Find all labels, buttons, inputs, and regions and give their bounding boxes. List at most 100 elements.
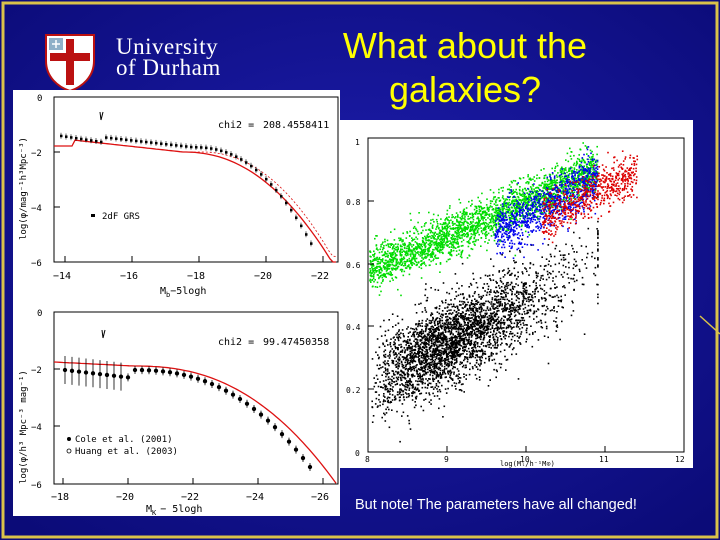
scatter-point bbox=[463, 350, 465, 353]
scatter-point bbox=[568, 182, 571, 184]
scatter-point bbox=[489, 322, 492, 325]
scatter-point bbox=[473, 329, 476, 332]
scatter-point bbox=[439, 317, 441, 320]
scatter-point bbox=[593, 192, 595, 194]
scatter-point bbox=[445, 392, 448, 394]
scatter-point bbox=[412, 227, 415, 229]
scatter-point bbox=[495, 228, 498, 230]
scatter-point bbox=[446, 245, 449, 247]
scatter-point bbox=[500, 286, 503, 288]
scatter-point bbox=[475, 366, 478, 368]
scatter-point bbox=[384, 400, 387, 402]
scatter-point bbox=[536, 174, 538, 176]
scatter-point bbox=[580, 160, 582, 163]
scatter-point bbox=[517, 213, 519, 216]
scatter-point bbox=[488, 335, 490, 338]
scatter-point bbox=[478, 296, 480, 298]
data-point bbox=[251, 406, 257, 412]
scatter-point bbox=[454, 306, 457, 308]
scatter-point bbox=[467, 245, 470, 248]
scatter-point bbox=[499, 212, 501, 214]
scatter-point bbox=[383, 245, 385, 247]
scatter-point bbox=[386, 239, 389, 242]
scatter-point bbox=[439, 240, 442, 243]
scatter-point bbox=[553, 310, 556, 312]
scatter-point bbox=[444, 335, 446, 337]
scatter-point bbox=[456, 242, 459, 245]
scatter-point bbox=[469, 327, 472, 329]
scatter-point bbox=[384, 330, 387, 333]
scatter-point bbox=[496, 310, 498, 313]
scatter-point bbox=[503, 207, 506, 210]
scatter-point bbox=[401, 270, 403, 273]
scatter-point bbox=[570, 177, 573, 180]
scatter-point bbox=[471, 366, 474, 368]
scatter-point bbox=[407, 265, 410, 268]
scatter-point bbox=[548, 260, 550, 262]
data-point bbox=[293, 447, 299, 452]
scatter-point bbox=[508, 214, 510, 217]
scatter-point bbox=[396, 259, 398, 262]
scatter-point bbox=[492, 208, 495, 210]
scatter-point bbox=[443, 233, 446, 235]
scatter-point bbox=[447, 244, 449, 246]
scatter-point bbox=[458, 222, 460, 224]
scatter-point bbox=[559, 178, 562, 180]
scatter-point bbox=[488, 319, 490, 321]
scatter-point bbox=[379, 265, 381, 268]
scatter-point bbox=[434, 254, 437, 257]
scatter-point bbox=[429, 361, 432, 364]
scatter-point bbox=[415, 264, 418, 266]
scatter-point bbox=[396, 371, 399, 374]
scatter-point bbox=[450, 371, 453, 373]
scatter-point bbox=[537, 215, 539, 218]
scatter-point bbox=[439, 364, 442, 366]
scatter-point bbox=[451, 342, 453, 344]
scatter-point bbox=[390, 345, 392, 348]
scatter-point bbox=[433, 244, 436, 246]
scatter-point bbox=[502, 315, 505, 318]
scatter-point bbox=[427, 243, 430, 246]
scatter-point bbox=[402, 240, 404, 242]
scatter-point bbox=[562, 172, 564, 175]
scatter-point bbox=[457, 234, 459, 237]
scatter-point bbox=[519, 194, 522, 196]
scatter-point bbox=[457, 375, 459, 378]
scatter-point bbox=[466, 298, 468, 301]
scatter-point bbox=[419, 372, 421, 375]
scatter-point bbox=[411, 375, 413, 378]
scatter-point bbox=[415, 229, 418, 231]
scatter-point bbox=[498, 191, 500, 194]
scatter-point bbox=[516, 210, 518, 212]
scatter-point bbox=[438, 227, 440, 229]
scatter-point bbox=[556, 162, 558, 165]
scatter-point bbox=[461, 215, 463, 218]
scatter-point bbox=[501, 196, 504, 199]
scatter-point bbox=[439, 319, 442, 322]
scatter-point bbox=[437, 380, 439, 383]
legend-2dfgrs: 2dF GRS bbox=[102, 212, 140, 222]
scatter-point bbox=[589, 162, 592, 164]
scatter-point bbox=[563, 168, 565, 170]
scatter-point bbox=[567, 160, 570, 163]
scatter-point bbox=[399, 253, 402, 256]
legend-marker bbox=[91, 214, 95, 217]
scatter-point bbox=[482, 217, 485, 219]
scatter-point bbox=[370, 261, 372, 263]
scatter-point bbox=[505, 211, 508, 213]
scatter-point bbox=[525, 189, 527, 192]
scatter-point bbox=[578, 169, 580, 172]
scatter-point bbox=[467, 222, 469, 225]
scatter-point bbox=[454, 241, 457, 244]
scatter-point bbox=[470, 237, 472, 240]
scatter-point bbox=[492, 274, 494, 276]
scatter-point bbox=[371, 266, 373, 269]
scatter-point bbox=[422, 258, 425, 260]
scatter-point bbox=[470, 235, 473, 238]
scatter-point bbox=[405, 365, 407, 368]
scatter-point bbox=[401, 240, 403, 243]
scatter-point bbox=[495, 198, 498, 201]
scatter-point bbox=[460, 224, 463, 226]
scatter-point bbox=[372, 277, 375, 280]
